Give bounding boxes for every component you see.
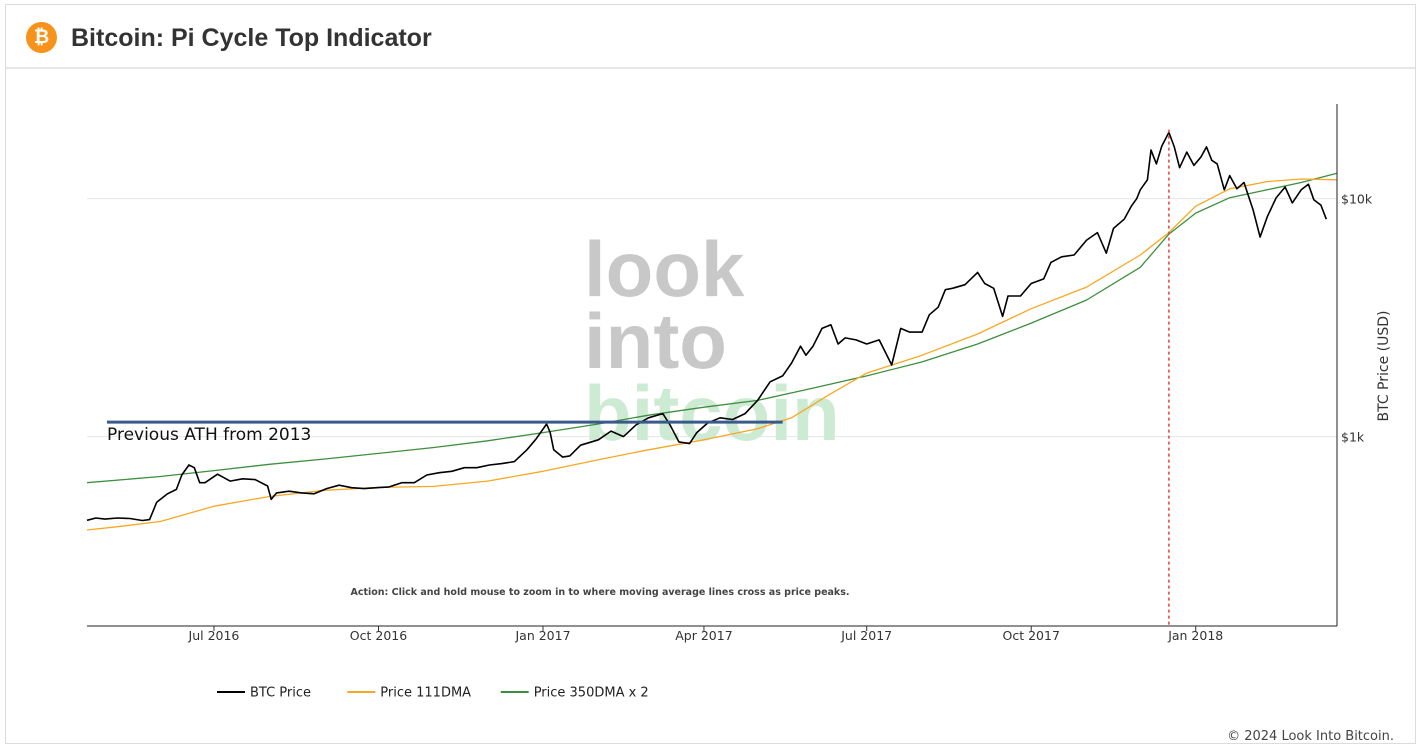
page-title: Bitcoin: Pi Cycle Top Indicator bbox=[71, 24, 432, 52]
y-tick-label: $1k bbox=[1341, 430, 1365, 445]
chart-card: ₿ Bitcoin: Pi Cycle Top Indicator bbox=[5, 4, 1416, 744]
legend-label: BTC Price bbox=[250, 686, 311, 701]
x-tick-label: Jan 2018 bbox=[1167, 628, 1223, 643]
legend-label: Price 111DMA bbox=[380, 686, 471, 701]
x-tick-label: Jul 2016 bbox=[188, 628, 240, 643]
copyright-text: © 2024 Look Into Bitcoin. bbox=[1227, 729, 1394, 744]
x-tick-label: Oct 2017 bbox=[1003, 628, 1060, 643]
y-tick-label: $10k bbox=[1341, 192, 1373, 207]
legend-item[interactable]: Price 350DMA x 2 bbox=[500, 686, 649, 701]
axes: Jul 2016 Oct 2016 Jan 2017 Apr 2017 Jul 2017… bbox=[87, 104, 1373, 643]
watermark-line1: look bbox=[584, 225, 745, 313]
annotations: Previous ATH from 2013 bbox=[107, 129, 1170, 626]
x-tick-label: Jan 2017 bbox=[514, 628, 570, 643]
x-tick-label: Oct 2016 bbox=[350, 628, 407, 643]
watermark-logo: look into bitcoin bbox=[584, 225, 840, 457]
bitcoin-logo-icon: ₿ bbox=[26, 22, 57, 53]
series-line-btc-price bbox=[86, 131, 1328, 522]
watermark-line2: into bbox=[584, 297, 727, 385]
legend[interactable]: BTC Price Price 111DMA Price 350DMA x 2 bbox=[217, 686, 649, 701]
x-tick-label: Jul 2017 bbox=[840, 628, 892, 643]
legend-item[interactable]: Price 111DMA bbox=[347, 686, 471, 701]
x-tick-label: Apr 2017 bbox=[675, 628, 732, 643]
card-header: ₿ Bitcoin: Pi Cycle Top Indicator bbox=[6, 5, 1415, 69]
action-note: Action: Click and hold mouse to zoom in … bbox=[350, 587, 849, 598]
legend-item[interactable]: BTC Price bbox=[217, 686, 311, 701]
legend-label: Price 350DMA x 2 bbox=[534, 686, 649, 701]
watermark-line3: bitcoin bbox=[584, 369, 840, 457]
ath-annotation-label: Previous ATH from 2013 bbox=[107, 425, 311, 445]
series-line-price-350dma-x-2 bbox=[86, 172, 1338, 484]
gridlines bbox=[87, 198, 1337, 438]
y-axis-title: BTC Price (USD) bbox=[1376, 310, 1392, 421]
